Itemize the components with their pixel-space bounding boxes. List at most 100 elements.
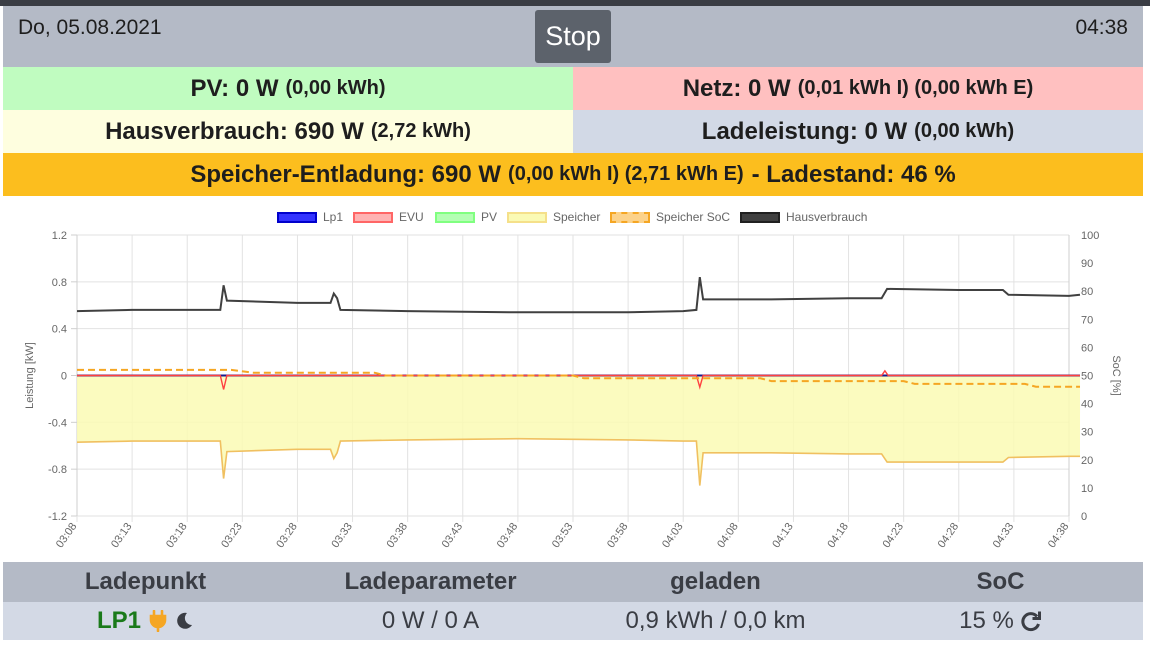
y-tick-label: 1.2 (52, 230, 67, 242)
x-tick-label: 04:13 (770, 521, 796, 550)
legend-label: Hausverbrauch (786, 210, 868, 224)
charge-energy: (0,00 kWh) (914, 120, 1015, 142)
y-axis-title: Leistung [kW] (24, 342, 36, 409)
charge-power-summary: Ladeleistung: 0 W (0,00 kWh) (573, 110, 1143, 153)
y2-axis-title: SoC [%] (1110, 355, 1122, 395)
legend-label: PV (481, 210, 498, 224)
x-tick-label: 04:38 (1046, 521, 1072, 550)
stop-button[interactable]: Stop (535, 10, 611, 63)
y-tick-label: -0.8 (48, 464, 67, 476)
x-tick-label: 04:08 (715, 521, 741, 550)
charge-point-row[interactable]: LP1 0 W / 0 A 0,9 kWh / 0,0 km 15 % (3, 602, 1143, 640)
y2-tick-label: 90 (1081, 258, 1093, 270)
pv-summary: PV: 0 W (0,00 kWh) (3, 67, 573, 110)
y-tick-label: -0.4 (48, 417, 67, 429)
pv-energy: (0,00 kWh) (285, 77, 386, 99)
x-tick-label: 03:33 (329, 521, 355, 550)
x-tick-label: 04:03 (660, 521, 686, 550)
y-tick-label: 0.4 (52, 324, 67, 336)
header-ladepunkt: Ladepunkt (84, 568, 207, 595)
legend-speicher[interactable]: Speicher (507, 210, 600, 224)
legend-pv[interactable]: PV (435, 210, 497, 224)
x-tick-label: 03:23 (219, 521, 245, 550)
header-ladeparameter: Ladeparameter (344, 568, 517, 595)
legend-lp1[interactable]: Lp1 (277, 210, 343, 224)
charged-amount: 0,9 kWh / 0,0 km (625, 607, 806, 634)
series-evu-line (77, 369, 1080, 390)
top-edge-bar (0, 0, 1150, 6)
legend-label: Lp1 (323, 210, 344, 224)
x-tick-label: 03:43 (440, 521, 466, 550)
y2-tick-label: 30 (1081, 427, 1093, 439)
legend-label: Speicher SoC (656, 210, 731, 224)
plug-icon (149, 610, 167, 632)
house-power: Hausverbrauch: 690 W (105, 117, 364, 145)
series-hausverbrauch-line (76, 276, 1081, 314)
x-tick-label: 03:18 (164, 521, 190, 550)
charge-point-table-header: Ladepunkt Ladeparameter geladen SoC (3, 562, 1143, 602)
x-tick-label: 03:08 (54, 521, 80, 550)
x-tick-label: 03:53 (550, 521, 576, 550)
current-date: Do, 05.08.2021 (18, 16, 162, 39)
legend-swatch (740, 211, 780, 223)
legend-label: Speicher (553, 210, 601, 224)
y2-tick-label: 60 (1081, 342, 1093, 354)
x-tick-label: 03:28 (274, 521, 300, 550)
y-tick-label: 0.8 (52, 277, 67, 289)
grid-power: Netz: 0 W (682, 74, 791, 102)
header-bar: Do, 05.08.2021 Stop 04:38 (3, 6, 1143, 67)
y2-tick-label: 20 (1081, 455, 1093, 467)
grid-summary: Netz: 0 W (0,01 kWh I) (0,00 kWh E) (573, 67, 1143, 110)
charge-params: 0 W / 0 A (381, 607, 480, 634)
power-chart[interactable]: 1.20.80.40-0.4-0.8-1.2100908070605040302… (0, 198, 1150, 560)
legend-swatch (435, 211, 475, 223)
header-soc: SoC (976, 568, 1025, 595)
battery-summary: Speicher-Entladung: 690 W (0,00 kWh I) (2… (3, 153, 1143, 196)
pv-power: PV: 0 W (190, 74, 279, 102)
soc-value: 15 % (959, 607, 1014, 634)
house-energy: (2,72 kWh) (370, 120, 471, 142)
charge-power: Ladeleistung: 0 W (701, 117, 908, 145)
moon-icon[interactable] (174, 611, 194, 631)
x-tick-label: 03:38 (385, 521, 411, 550)
x-tick-label: 03:48 (495, 521, 521, 550)
legend-swatch (277, 211, 317, 223)
x-tick-label: 03:58 (605, 521, 631, 550)
battery-energy: (0,00 kWh I) (2,71 kWh E) (508, 163, 744, 185)
legend-hausverbrauch[interactable]: Hausverbrauch (740, 210, 867, 224)
y2-tick-label: 100 (1081, 230, 1099, 242)
soc-cell: 15 % (858, 602, 1143, 640)
series-speicher-area (77, 375, 1081, 486)
grid-energy: (0,01 kWh I) (0,00 kWh E) (797, 77, 1034, 99)
header-geladen: geladen (670, 568, 761, 595)
y2-tick-label: 80 (1081, 286, 1093, 298)
current-time: 04:38 (1075, 16, 1128, 39)
x-tick-label: 04:33 (991, 521, 1017, 550)
y-tick-label: -1.2 (48, 511, 67, 523)
x-tick-label: 04:28 (936, 521, 962, 550)
chart-legend: Lp1 EVU PV Speicher Speicher SoC Hausver… (0, 210, 1150, 228)
refresh-icon[interactable] (1020, 610, 1042, 632)
series-speicher-line (76, 437, 1080, 486)
y2-tick-label: 0 (1081, 511, 1087, 523)
battery-power: Speicher-Entladung: 690 W (190, 160, 502, 188)
series-speicher-soc-line (77, 368, 1080, 388)
charge-point-name: LP1 (96, 607, 141, 634)
legend-swatch (353, 211, 393, 223)
y2-tick-label: 10 (1081, 483, 1093, 495)
y2-tick-label: 70 (1081, 314, 1093, 326)
legend-speicher-soc[interactable]: Speicher SoC (610, 210, 730, 224)
legend-evu[interactable]: EVU (353, 210, 424, 224)
y-tick-label: 0 (61, 371, 67, 383)
y2-tick-label: 40 (1081, 399, 1093, 411)
house-consumption-summary: Hausverbrauch: 690 W (2,72 kWh) (3, 110, 573, 153)
y2-tick-label: 50 (1081, 371, 1093, 383)
charge-point-cell[interactable]: LP1 (3, 602, 288, 640)
x-tick-label: 04:23 (881, 521, 907, 550)
legend-swatch (507, 211, 547, 223)
x-tick-label: 04:18 (825, 521, 851, 550)
legend-swatch (610, 211, 650, 223)
battery-soc: - Ladestand: 46 % (751, 160, 956, 188)
x-tick-label: 03:13 (109, 521, 135, 550)
legend-label: EVU (399, 210, 424, 224)
